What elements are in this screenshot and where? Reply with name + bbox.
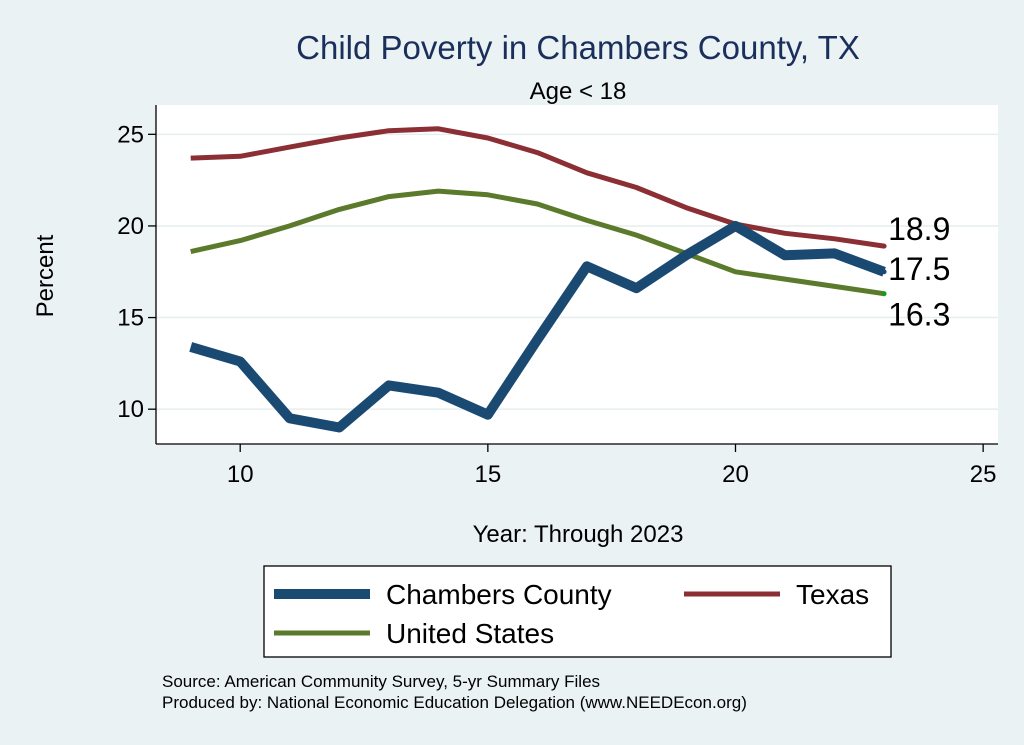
y-axis-label: Percent [32, 234, 59, 317]
end-marker-texas [881, 243, 887, 249]
series-line-texas [190, 126, 885, 249]
x-tick-label-15: 15 [474, 461, 501, 488]
x-axis-ticks: 10 15 20 25 [227, 444, 997, 488]
x-tick-label-20: 20 [722, 461, 749, 488]
y-tick-label-10: 10 [117, 396, 144, 423]
chart-title: Child Poverty in Chambers County, TX [296, 29, 860, 66]
end-label-united-states: 16.3 [888, 297, 950, 333]
end-marker-united-states [881, 291, 887, 297]
series-line-united-states [190, 188, 885, 297]
series-line-chambers-county [189, 220, 886, 433]
y-axis-ticks: 10 15 20 25 [117, 121, 156, 423]
end-label-chambers-county: 17.5 [888, 251, 950, 287]
legend-box [263, 565, 892, 658]
x-axis-label: Year: Through 2023 [473, 521, 684, 548]
producer-note: Produced by: National Economic Education… [162, 693, 747, 712]
y-tick-label-25: 25 [117, 121, 144, 148]
legend-label-united-states: United States [386, 618, 554, 649]
legend-label-chambers-county: Chambers County [386, 579, 612, 610]
y-tick-label-20: 20 [117, 213, 144, 240]
end-label-texas: 18.9 [888, 211, 950, 247]
x-tick-label-25: 25 [970, 461, 997, 488]
chart-subtitle: Age < 18 [530, 78, 627, 105]
end-labels: 16.3 18.9 17.5 [888, 211, 950, 333]
y-tick-label-15: 15 [117, 305, 144, 332]
source-note: Source: American Community Survey, 5-yr … [162, 672, 600, 691]
x-tick-label-10: 10 [227, 461, 254, 488]
gridlines [156, 133, 998, 410]
end-marker-chambers-county [881, 269, 887, 275]
legend-label-texas: Texas [796, 579, 869, 610]
series-lines [189, 126, 887, 433]
legend: Chambers County Texas United States [263, 565, 892, 658]
